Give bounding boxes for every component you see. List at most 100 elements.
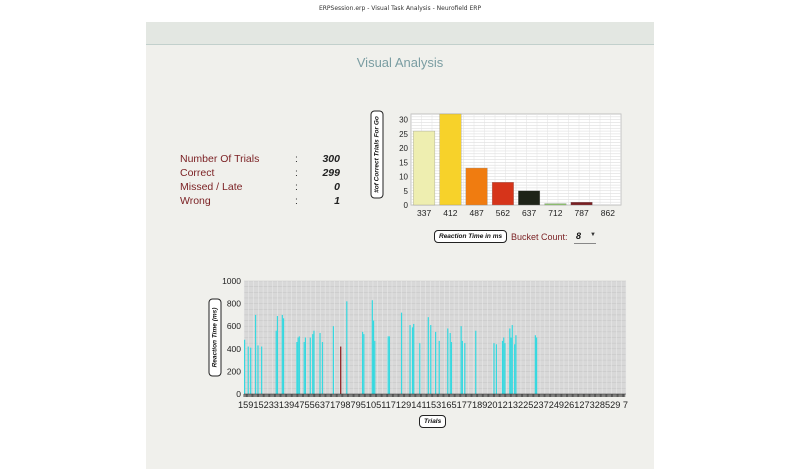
trial-bar bbox=[413, 323, 415, 394]
trial-bar bbox=[312, 334, 314, 394]
trials-x-axis-label: Trials bbox=[419, 415, 447, 428]
trial-bar bbox=[427, 317, 429, 394]
x-tick-label: 487 bbox=[470, 208, 484, 218]
reaction-time-by-trial-chart: 0 200 400 600 800 1000 15915233139475563717987… bbox=[222, 276, 628, 410]
y-tick-label: 15 bbox=[399, 158, 408, 167]
stat-row-wrong: Wrong : 1 bbox=[180, 195, 340, 209]
trial-bar bbox=[387, 336, 389, 394]
y-tick-label: 400 bbox=[227, 344, 241, 354]
trial-bar bbox=[297, 337, 299, 394]
bucket-count-select[interactable]: 8 ▼ bbox=[574, 231, 596, 244]
trial-bar bbox=[281, 314, 283, 394]
x-tick-label: 637 bbox=[522, 208, 536, 218]
window-title: ERPSession.erp - Visual Task Analysis - … bbox=[318, 5, 482, 12]
trial-bar bbox=[495, 344, 498, 394]
trial-bar bbox=[515, 335, 517, 394]
histogram-bar bbox=[465, 167, 488, 206]
histogram-bar bbox=[491, 182, 514, 206]
y-tick-label: 20 bbox=[399, 144, 408, 153]
trial-bar bbox=[319, 332, 321, 394]
trial-bar bbox=[275, 330, 277, 394]
trial-bar bbox=[371, 300, 373, 394]
stat-row-correct: Correct : 299 bbox=[180, 167, 340, 181]
x-tick-label: 412 bbox=[443, 208, 457, 218]
x-tick-label: 862 bbox=[601, 208, 615, 218]
trial-bar bbox=[504, 343, 506, 394]
trial-bar bbox=[450, 342, 453, 394]
trial-bar bbox=[296, 342, 298, 394]
x-tick-labels: 1591523313947556371798795105117129141153… bbox=[238, 400, 628, 410]
title-bar: ERPSession.erp - Visual Task Analysis - … bbox=[146, 0, 654, 23]
stat-label: Missed / Late bbox=[180, 181, 243, 193]
histogram-bar bbox=[544, 203, 567, 206]
toolbar-band bbox=[146, 22, 654, 45]
trial-bar bbox=[254, 314, 257, 394]
trial-bar bbox=[503, 337, 505, 394]
trial-bar bbox=[304, 337, 307, 394]
y-tick-label: 5 bbox=[404, 187, 409, 196]
trial-bar bbox=[511, 325, 513, 394]
trial-bar bbox=[303, 342, 305, 394]
histogram-bar bbox=[439, 113, 462, 206]
main-window: Visual Analysis Number Of Trials : 300 C… bbox=[146, 22, 654, 469]
trial-bar bbox=[346, 301, 348, 394]
trial-bar bbox=[493, 343, 495, 394]
stat-value: 0 bbox=[334, 181, 340, 193]
stat-label: Number Of Trials bbox=[180, 153, 260, 165]
histogram-x-axis-label: Reaction Time in ms bbox=[434, 230, 508, 243]
trial-bar bbox=[362, 331, 364, 394]
trial-bar bbox=[372, 320, 375, 394]
y-tick-label: 600 bbox=[227, 321, 241, 331]
stat-value: 299 bbox=[322, 167, 340, 179]
trial-bar bbox=[510, 337, 512, 394]
trial-bar bbox=[250, 347, 252, 394]
trial-bar bbox=[464, 343, 466, 394]
reaction-time-histogram: 0 5 10 15 20 25 30 337 412 487 562 637 712 787 862 bbox=[399, 113, 622, 218]
trial-bar bbox=[461, 340, 463, 394]
y-tick-label: 200 bbox=[227, 366, 241, 376]
trial-bar bbox=[282, 318, 285, 394]
trial-bar bbox=[276, 316, 279, 394]
trial-bar bbox=[247, 346, 249, 394]
trial-bar bbox=[363, 334, 365, 394]
trial-bar bbox=[298, 336, 300, 394]
x-tick-label: 337 bbox=[417, 208, 431, 218]
stat-colon: : bbox=[295, 167, 298, 179]
trial-bar bbox=[313, 330, 315, 394]
trial-bar bbox=[411, 327, 414, 394]
trial-bar bbox=[257, 345, 259, 394]
y-tick-label: 30 bbox=[399, 116, 408, 125]
trial-bar bbox=[475, 330, 477, 394]
trial-bar bbox=[332, 326, 335, 394]
y-tick-label: 800 bbox=[227, 299, 241, 309]
trial-bar bbox=[534, 335, 536, 394]
stat-label: Correct bbox=[180, 167, 215, 179]
trials-y-axis-label: Reaction Time (ms) bbox=[208, 298, 222, 377]
bucket-count-value: 8 bbox=[576, 231, 582, 241]
trial-bar bbox=[340, 346, 342, 394]
trial-bar bbox=[449, 332, 451, 394]
y-tick-label: 0 bbox=[236, 389, 241, 399]
trial-bar bbox=[321, 342, 324, 394]
trial-bar bbox=[430, 325, 432, 394]
y-tick-label: 25 bbox=[399, 130, 408, 139]
trial-bar bbox=[514, 344, 516, 394]
trial-bar bbox=[244, 339, 246, 394]
trial-bar bbox=[435, 331, 437, 394]
y-tick-label: 10 bbox=[399, 173, 408, 182]
stat-label: Wrong bbox=[180, 195, 211, 207]
chevron-down-icon: ▼ bbox=[590, 232, 596, 238]
trial-bar bbox=[309, 337, 311, 394]
stat-row-missed: Missed / Late : 0 bbox=[180, 181, 340, 195]
trial-bar bbox=[400, 312, 403, 394]
page-title: Visual Analysis bbox=[356, 55, 444, 70]
bucket-count-label: Bucket Count: bbox=[511, 232, 568, 242]
stat-row-trials: Number Of Trials : 300 bbox=[180, 153, 340, 167]
trial-bar bbox=[535, 337, 538, 394]
trial-bar bbox=[374, 340, 376, 394]
trial-bar bbox=[460, 326, 462, 394]
stat-colon: : bbox=[295, 181, 298, 193]
trial-bar bbox=[447, 328, 449, 394]
histogram-bar bbox=[413, 130, 436, 206]
trial-bar bbox=[419, 343, 421, 394]
